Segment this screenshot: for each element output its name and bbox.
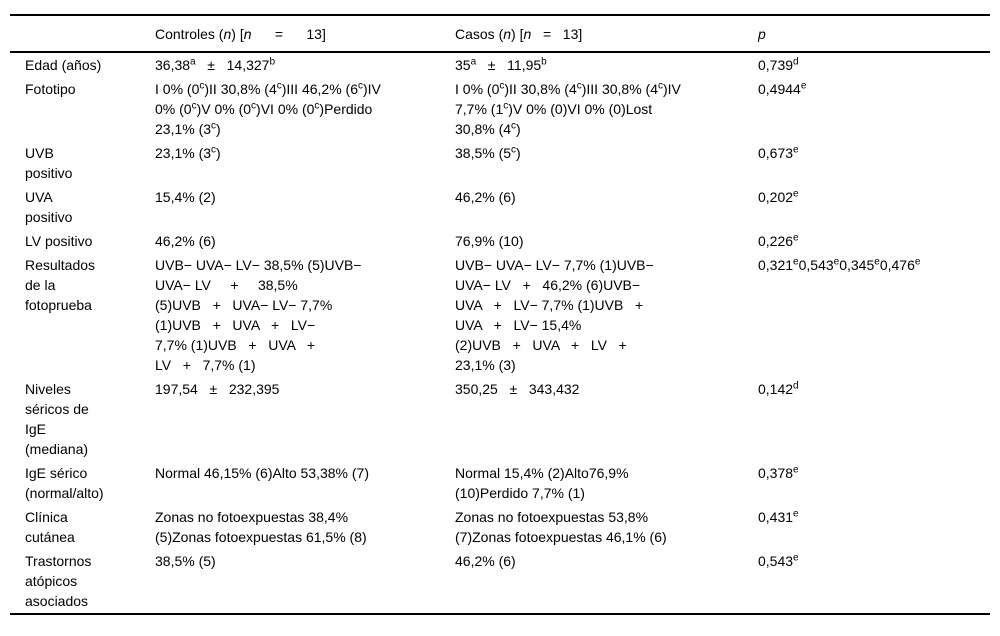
casos-cell: Zonas no fotoexpuestas 53,8% (7)Zonas fo… <box>455 509 667 545</box>
row-label: Fototipo <box>25 81 76 97</box>
controles-cell: UVB− UVA− LV− 38,5% (5)UVB− UVA− LV + 38… <box>155 257 362 373</box>
row-label: UVA positivo <box>25 189 73 225</box>
table-row: Resultados de la fotoprueba UVB− UVA− LV… <box>10 253 990 377</box>
controles-cell: 197,54 ± 232,395 <box>155 381 280 397</box>
controles-cell: Normal 46,15% (6)Alto 53,38% (7) <box>155 465 369 481</box>
casos-cell: 76,9% (10) <box>455 233 524 249</box>
p-cell: 0,202e <box>758 188 799 205</box>
p-cell: 0,431e <box>758 508 799 525</box>
table-row: LV positivo 46,2% (6) 76,9% (10) 0,226e <box>10 229 990 253</box>
header-blank <box>10 15 155 52</box>
row-label: LV positivo <box>25 233 93 249</box>
controles-cell: 23,1% (3c) <box>155 144 221 161</box>
casos-cell: I 0% (0c)II 30,8% (4c)III 30,8% (4c)IV 7… <box>455 80 681 137</box>
casos-cell: 46,2% (6) <box>455 553 516 569</box>
controles-cell: 36,38a ± 14,327b <box>155 56 276 73</box>
table-row: Niveles séricos de IgE (mediana) 197,54 … <box>10 377 990 461</box>
controles-cell: Zonas no fotoexpuestas 38,4% (5)Zonas fo… <box>155 509 367 545</box>
casos-cell: 46,2% (6) <box>455 189 516 205</box>
controles-cell: 38,5% (5) <box>155 553 216 569</box>
row-label: Trastornos atópicos asociados <box>25 553 92 609</box>
p-cell: 0,739d <box>758 56 799 73</box>
p-cell: 0,4944e <box>758 80 807 97</box>
header-casos: Casos (n) [n = 13] <box>455 26 583 42</box>
p-cell: 0,142d <box>758 380 799 397</box>
comparison-table-container: Controles (n) [n = 13] Casos (n) [n = 13… <box>10 14 990 615</box>
p-cell: 0,378e <box>758 464 799 481</box>
row-label: UVB positivo <box>25 145 73 181</box>
row-label: IgE sérico (normal/alto) <box>25 465 104 501</box>
row-label: Clínica cutánea <box>25 509 75 545</box>
p-cell: 0,673e <box>758 144 799 161</box>
table-row: Fototipo I 0% (0c)II 30,8% (4c)III 46,2%… <box>10 77 990 141</box>
controles-cell: 46,2% (6) <box>155 233 216 249</box>
casos-cell: Normal 15,4% (2)Alto76,9% (10)Perdido 7,… <box>455 465 629 501</box>
casos-cell: 35a ± 11,95b <box>455 56 547 73</box>
header-row: Controles (n) [n = 13] Casos (n) [n = 13… <box>10 15 990 52</box>
table-row: Edad (años) 36,38a ± 14,327b 35a ± 11,95… <box>10 52 990 77</box>
p-cell: 0,226e <box>758 232 799 249</box>
table-row: IgE sérico (normal/alto) Normal 46,15% (… <box>10 461 990 505</box>
comparison-table: Controles (n) [n = 13] Casos (n) [n = 13… <box>10 14 990 615</box>
row-label: Edad (años) <box>25 57 102 73</box>
casos-cell: 350,25 ± 343,432 <box>455 381 580 397</box>
header-controles: Controles (n) [n = 13] <box>155 26 326 42</box>
p-cell: 0,543e <box>758 552 799 569</box>
p-cell: 0,321e0,543e0,345e0,476e <box>758 256 921 273</box>
header-p: p <box>758 26 766 42</box>
table-row: Trastornos atópicos asociados 38,5% (5) … <box>10 549 990 614</box>
controles-cell: I 0% (0c)II 30,8% (4c)III 46,2% (6c)IV 0… <box>155 80 381 137</box>
casos-cell: 38,5% (5c) <box>455 144 521 161</box>
casos-cell: UVB− UVA− LV− 7,7% (1)UVB− UVA− LV + 46,… <box>455 257 654 373</box>
table-row: UVB positivo 23,1% (3c) 38,5% (5c) 0,673… <box>10 141 990 185</box>
controles-cell: 15,4% (2) <box>155 189 216 205</box>
table-row: UVA positivo 15,4% (2) 46,2% (6) 0,202e <box>10 185 990 229</box>
table-row: Clínica cutánea Zonas no fotoexpuestas 3… <box>10 505 990 549</box>
row-label: Niveles séricos de IgE (mediana) <box>25 381 89 457</box>
row-label: Resultados de la fotoprueba <box>25 257 96 313</box>
